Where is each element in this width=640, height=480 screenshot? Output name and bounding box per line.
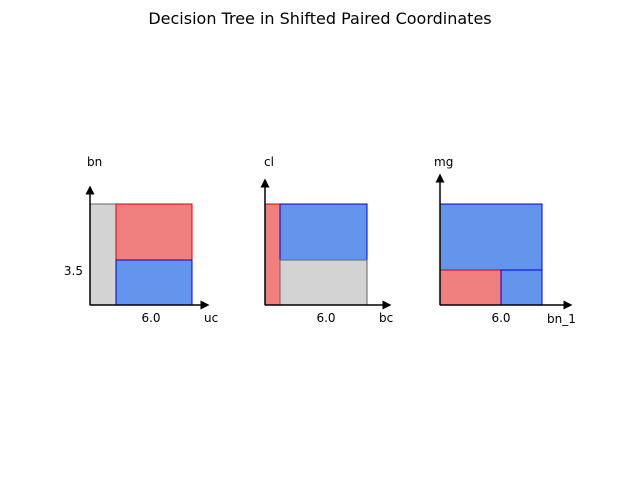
region (89, 203, 117, 306)
x-label: uc (204, 311, 218, 325)
y-tick-label: 3.5 (64, 264, 83, 278)
title: Decision Tree in Shifted Paired Coordina… (148, 9, 491, 28)
x-tick-label: 6.0 (141, 311, 160, 325)
region (264, 203, 281, 306)
y-label: mg (434, 155, 453, 169)
x-tick-label: 6.0 (316, 311, 335, 325)
x-label: bc (379, 311, 393, 325)
panel: cl bc 6.0 (260, 155, 393, 325)
panel: bn uc 6.0 3.5 (64, 155, 218, 325)
region (439, 269, 502, 306)
region (279, 203, 368, 261)
region (279, 259, 368, 306)
x-tick-label: 6.0 (491, 311, 510, 325)
region (500, 269, 543, 306)
panel: mg bn_1 6.0 (434, 155, 576, 326)
region (439, 203, 543, 271)
y-label: cl (264, 155, 274, 169)
y-label: bn (87, 155, 102, 169)
x-label: bn_1 (547, 312, 576, 326)
region (115, 203, 193, 261)
region (115, 259, 193, 306)
